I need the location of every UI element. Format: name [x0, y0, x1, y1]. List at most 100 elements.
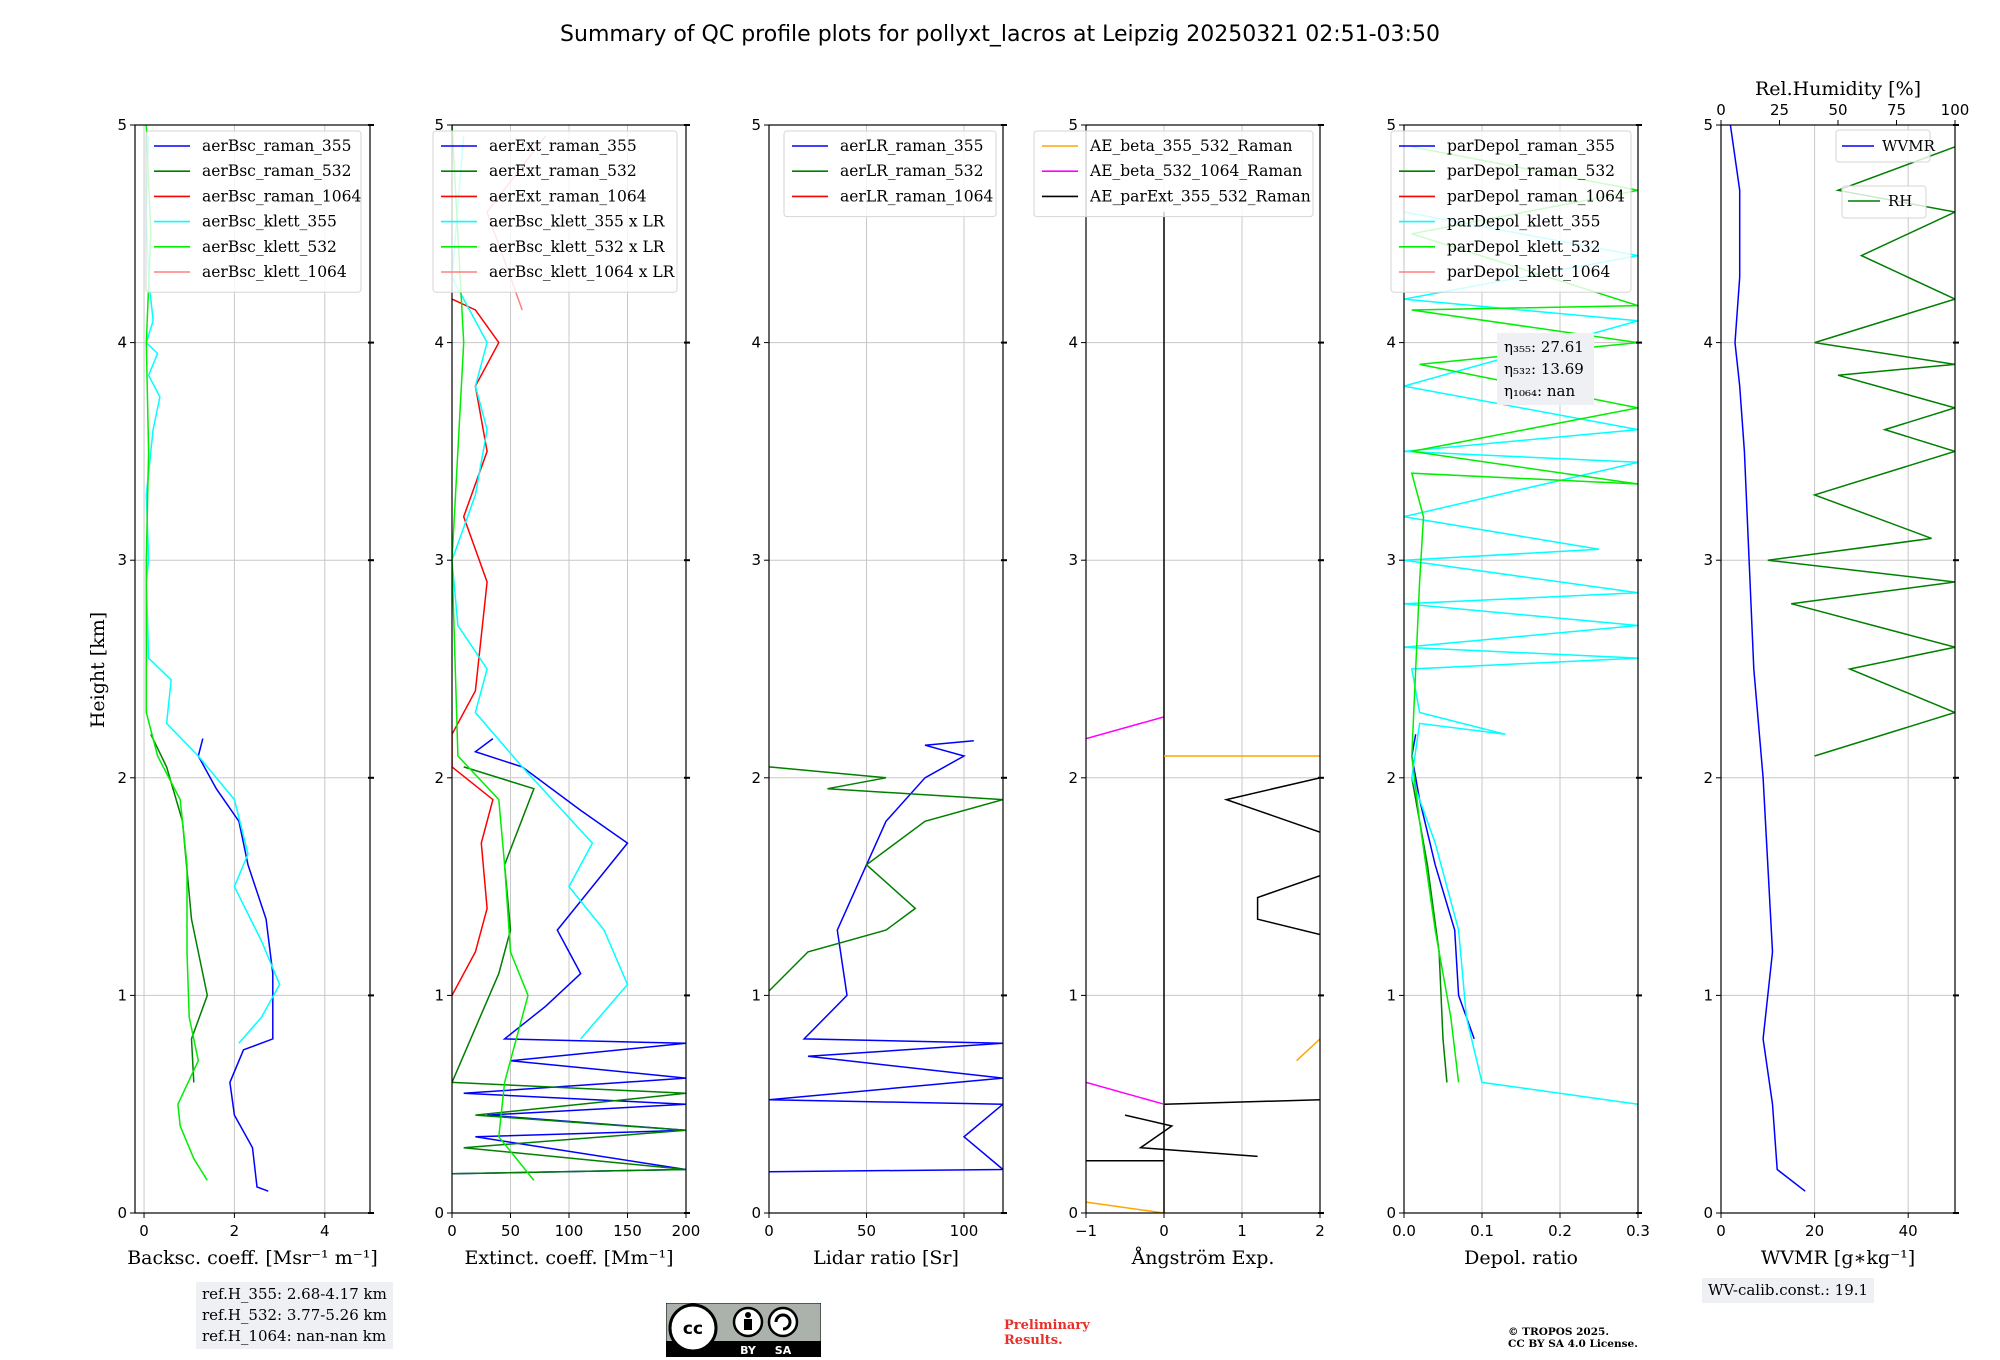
y-tick-label: 4: [1386, 334, 1396, 352]
y-tick-label: 2: [117, 769, 127, 787]
svg-text:cc: cc: [683, 1319, 703, 1339]
legend-box: [783, 130, 997, 218]
legend-label: parDepol_raman_355: [1447, 137, 1615, 155]
cc-license-badge: cc BY SA: [666, 1303, 821, 1357]
legend-box: [1033, 130, 1314, 218]
y-tick-label: 3: [434, 551, 444, 569]
legend-lr: aerLR_raman_355 aerLR_raman_532 aerLR_rama…: [783, 130, 997, 218]
series-line-bsc-1: [150, 733, 209, 1083]
legend-label: AE_beta_532_1064_Raman: [1089, 162, 1302, 180]
panel-depol: 0.0 0.1 0.2 0.3 0 1 2 3 4 5 Depol. ratio parDepol_r…: [1386, 116, 1649, 1269]
series-line-ext-4: [452, 125, 535, 1181]
y-tick-label: 3: [117, 551, 127, 569]
copyright-line1: © TROPOS 2025.: [1508, 1326, 1610, 1338]
y-tick-label: 5: [1386, 116, 1396, 134]
panel-lr: 0 50 100 0 1 2 3 4 5 Lidar ratio [Sr] aerLR_raman_…: [751, 116, 1007, 1269]
annotation-bg: [1497, 333, 1594, 405]
legend-label: parDepol_klett_532: [1447, 238, 1600, 256]
legend-label: parDepol_raman_532: [1447, 162, 1615, 180]
wv-calib-text: WV-calib.const.: 19.1: [1708, 1281, 1869, 1299]
ref-height-1064: ref.H_1064: nan-nan km: [202, 1327, 387, 1345]
legend-label: aerExt_raman_1064: [489, 187, 647, 205]
panel-bsc: 0 2 4 0 1 2 3 4 5 Backsc. coeff. [Msr⁻¹ m⁻¹] aerBs…: [117, 116, 377, 1269]
y-tick-label: 2: [1386, 769, 1396, 787]
copyright-note: © TROPOS 2025. CC BY SA 4.0 License.: [1508, 1326, 1638, 1350]
x-tick-label: 0.2: [1548, 1222, 1572, 1240]
legend-box: [1390, 130, 1632, 293]
y-tick-label: 1: [1386, 986, 1396, 1004]
x-tick-label: 2: [1315, 1222, 1325, 1240]
series-segment-ae-6: [1223, 777, 1320, 833]
y-tick-label: 0: [434, 1204, 444, 1222]
x-axis-label-depol: Depol. ratio: [1464, 1247, 1578, 1269]
legend-rh: RH: [1841, 185, 1927, 219]
preliminary-line2: Results.: [1004, 1333, 1063, 1348]
wv-calib-box: WV-calib.const.: 19.1: [1702, 1278, 1875, 1303]
y-tick-label: 5: [117, 116, 127, 134]
x-tick-label: 200: [672, 1222, 701, 1240]
series-segment-ae-5: [1124, 1114, 1258, 1158]
y-tick-label: 1: [751, 986, 761, 1004]
legend-label: aerBsc_klett_1064 x LR: [489, 263, 676, 281]
axes-frame-depol: [1403, 124, 1639, 1214]
axes-frame-lr: [768, 124, 1004, 1214]
x-axis-label-bsc: Backsc. coeff. [Msr⁻¹ m⁻¹]: [127, 1247, 378, 1269]
y-tick-label: 0: [1703, 1204, 1713, 1222]
panel-wv: 0 20 40 0 1 2 3 4 5 WVMR [g∗kg⁻¹] 0 25 50 75 100 Rel.Hu…: [1703, 78, 1969, 1269]
x2-tick-label: 50: [1828, 101, 1847, 119]
legend-box: [145, 130, 362, 293]
x-axis-label-wv: WVMR [g∗kg⁻¹]: [1761, 1247, 1915, 1269]
ref-heights-box: ref.H_355: 2.68-4.17 km ref.H_532: 3.77-…: [196, 1282, 393, 1349]
legend-label: aerBsc_klett_532: [202, 238, 337, 256]
figure-title: Summary of QC profile plots for pollyxt_…: [560, 22, 1440, 47]
x-tick-label: −1: [1075, 1222, 1097, 1240]
x-tick-label: 0.0: [1392, 1222, 1416, 1240]
y-axis-label: Height [km]: [87, 612, 109, 728]
legend-label: aerBsc_klett_1064: [202, 263, 347, 281]
legend-label: aerLR_raman_1064: [840, 187, 993, 205]
x2-tick-label: 75: [1887, 101, 1906, 119]
y-tick-label: 0: [1068, 1204, 1078, 1222]
x-tick-label: 100: [555, 1222, 584, 1240]
y-tick-label: 2: [1068, 769, 1078, 787]
y-tick-label: 0: [1386, 1204, 1396, 1222]
x-tick-label: 0.1: [1470, 1222, 1494, 1240]
legend-label: aerBsc_raman_532: [202, 162, 352, 180]
series-line-wv-0: [1729, 125, 1806, 1192]
y-tick-label: 3: [1386, 551, 1396, 569]
y-tick-label: 0: [117, 1204, 127, 1222]
legend-label: aerLR_raman_532: [840, 162, 983, 180]
x-axis-label-ae: Ångström Exp.: [1131, 1247, 1275, 1269]
y-tick-label: 3: [751, 551, 761, 569]
annotation-text: η₅₃₂: 13.69: [1504, 360, 1584, 378]
x2-tick-label: 100: [1941, 101, 1970, 119]
annotation-box-depol: η₃₅₅: 27.61 η₅₃₂: 13.69 η₁₀₆₄: nan: [1497, 333, 1594, 405]
y-tick-label: 4: [1068, 334, 1078, 352]
legend-box: [1841, 185, 1927, 219]
series-line-bsc-0: [197, 738, 274, 1192]
legend-box: [432, 130, 678, 293]
series-segment-ae-4: [1163, 1099, 1320, 1105]
legend-label: WVMR: [1882, 137, 1936, 155]
y-tick-label: 1: [117, 986, 127, 1004]
plot-area-bsc: [145, 125, 281, 1192]
y-tick-label: 1: [1068, 986, 1078, 1004]
series-line-depol-3: [1404, 211, 1638, 1111]
legend-ae: AE_beta_355_532_Raman AE_beta_532_1064_Ra…: [1033, 130, 1314, 218]
y-tick-label: 4: [1703, 334, 1713, 352]
x-tick-label: 150: [613, 1222, 642, 1240]
series-line-lr-0: [769, 740, 1003, 1173]
series-line-ext-1: [452, 766, 686, 1175]
legend-wvmr: WVMR: [1835, 129, 1936, 163]
x-tick-label: 1: [1237, 1222, 1247, 1240]
x-tick-label: 50: [501, 1222, 520, 1240]
series-line-depol-1: [1411, 777, 1448, 1083]
x2-tick-label: 25: [1770, 101, 1789, 119]
y-tick-label: 1: [1703, 986, 1713, 1004]
legend-label: AE_parExt_355_532_Raman: [1089, 187, 1311, 205]
x2-axis-label-wv: Rel.Humidity [%]: [1755, 78, 1921, 100]
x-tick-label: 20: [1805, 1222, 1824, 1240]
preliminary-line1: Preliminary: [1004, 1318, 1090, 1333]
series-line-lr-1: [769, 766, 1003, 992]
